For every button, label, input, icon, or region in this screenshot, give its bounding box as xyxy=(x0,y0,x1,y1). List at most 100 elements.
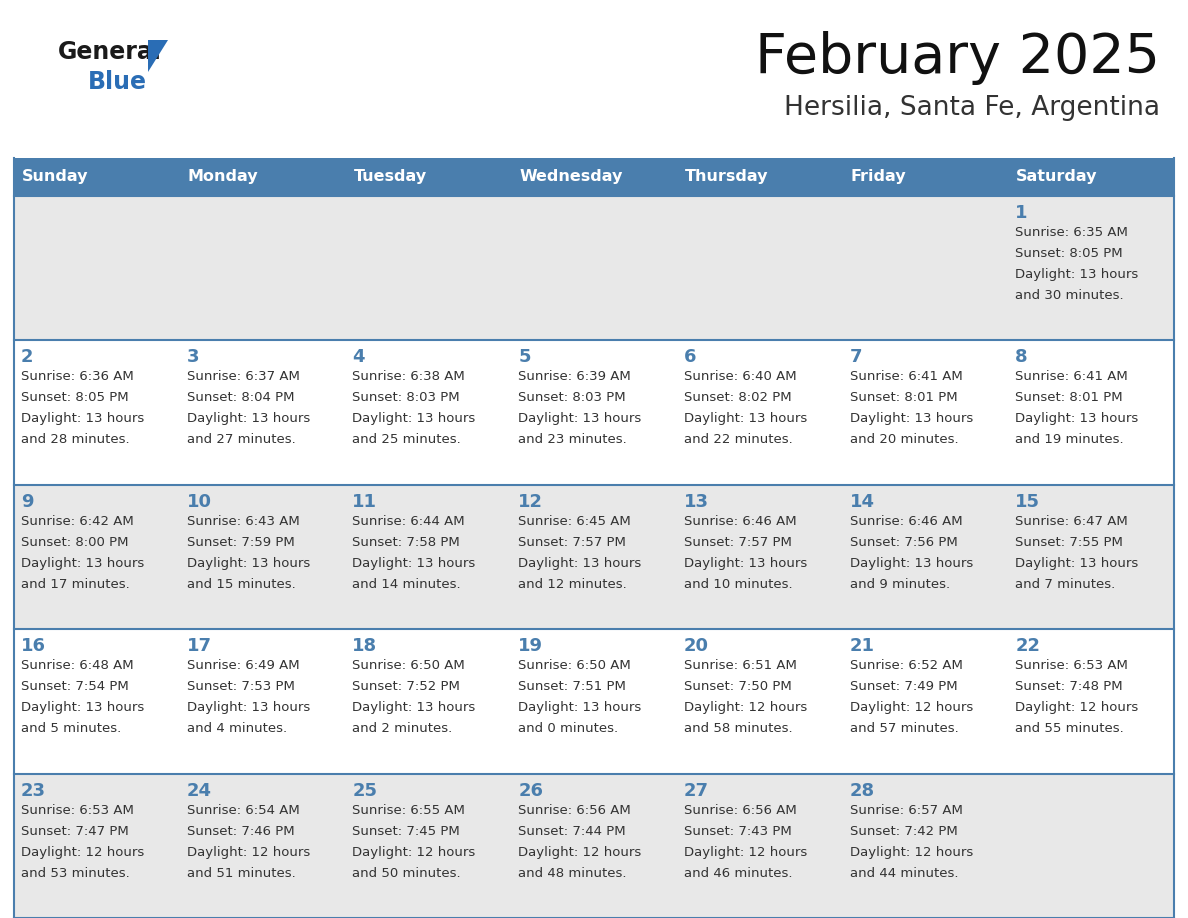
Text: Sunrise: 6:49 AM: Sunrise: 6:49 AM xyxy=(187,659,299,672)
Text: Sunset: 7:56 PM: Sunset: 7:56 PM xyxy=(849,536,958,549)
Text: Sunrise: 6:35 AM: Sunrise: 6:35 AM xyxy=(1016,226,1129,239)
Text: Thursday: Thursday xyxy=(684,170,769,185)
Text: Sunset: 7:59 PM: Sunset: 7:59 PM xyxy=(187,536,295,549)
Text: 22: 22 xyxy=(1016,637,1041,655)
Text: and 53 minutes.: and 53 minutes. xyxy=(21,867,129,879)
Text: Sunrise: 6:42 AM: Sunrise: 6:42 AM xyxy=(21,515,134,528)
Text: 27: 27 xyxy=(684,781,709,800)
Text: 16: 16 xyxy=(21,637,46,655)
Text: Sunset: 7:43 PM: Sunset: 7:43 PM xyxy=(684,824,791,837)
Text: 7: 7 xyxy=(849,349,862,366)
Text: and 15 minutes.: and 15 minutes. xyxy=(187,577,296,591)
Text: Daylight: 12 hours: Daylight: 12 hours xyxy=(187,845,310,858)
Text: Sunrise: 6:40 AM: Sunrise: 6:40 AM xyxy=(684,370,796,384)
Text: Daylight: 13 hours: Daylight: 13 hours xyxy=(1016,412,1138,425)
Text: Sunset: 7:54 PM: Sunset: 7:54 PM xyxy=(21,680,128,693)
Text: and 58 minutes.: and 58 minutes. xyxy=(684,722,792,735)
Text: Daylight: 13 hours: Daylight: 13 hours xyxy=(849,412,973,425)
Text: Daylight: 13 hours: Daylight: 13 hours xyxy=(187,557,310,570)
Text: Sunset: 7:42 PM: Sunset: 7:42 PM xyxy=(849,824,958,837)
Bar xyxy=(14,158,179,196)
Text: Blue: Blue xyxy=(88,70,147,94)
Text: and 7 minutes.: and 7 minutes. xyxy=(1016,577,1116,591)
Text: and 30 minutes.: and 30 minutes. xyxy=(1016,289,1124,302)
Text: Tuesday: Tuesday xyxy=(353,170,426,185)
Bar xyxy=(14,629,1174,774)
Text: Sunrise: 6:46 AM: Sunrise: 6:46 AM xyxy=(849,515,962,528)
Text: Sunrise: 6:56 AM: Sunrise: 6:56 AM xyxy=(684,803,797,817)
Text: Sunrise: 6:51 AM: Sunrise: 6:51 AM xyxy=(684,659,797,672)
Text: 3: 3 xyxy=(187,349,200,366)
Text: Daylight: 13 hours: Daylight: 13 hours xyxy=(187,412,310,425)
Text: 20: 20 xyxy=(684,637,709,655)
Text: Sunset: 7:58 PM: Sunset: 7:58 PM xyxy=(353,536,460,549)
Text: Daylight: 13 hours: Daylight: 13 hours xyxy=(353,557,475,570)
Text: 15: 15 xyxy=(1016,493,1041,510)
Text: Sunset: 7:49 PM: Sunset: 7:49 PM xyxy=(849,680,958,693)
Text: Sunrise: 6:44 AM: Sunrise: 6:44 AM xyxy=(353,515,465,528)
Text: and 51 minutes.: and 51 minutes. xyxy=(187,867,296,879)
Bar xyxy=(14,196,1174,341)
Text: Monday: Monday xyxy=(188,170,258,185)
Text: and 25 minutes.: and 25 minutes. xyxy=(353,433,461,446)
Text: 11: 11 xyxy=(353,493,378,510)
Bar xyxy=(677,158,842,196)
Text: 26: 26 xyxy=(518,781,543,800)
Text: Sunset: 8:03 PM: Sunset: 8:03 PM xyxy=(518,391,626,405)
Text: Sunrise: 6:37 AM: Sunrise: 6:37 AM xyxy=(187,370,299,384)
Text: Sunrise: 6:53 AM: Sunrise: 6:53 AM xyxy=(1016,659,1129,672)
Text: Daylight: 13 hours: Daylight: 13 hours xyxy=(1016,557,1138,570)
Text: Sunset: 7:50 PM: Sunset: 7:50 PM xyxy=(684,680,791,693)
Text: Daylight: 13 hours: Daylight: 13 hours xyxy=(684,412,807,425)
Text: Daylight: 12 hours: Daylight: 12 hours xyxy=(353,845,475,858)
Text: Sunrise: 6:48 AM: Sunrise: 6:48 AM xyxy=(21,659,133,672)
Text: and 14 minutes.: and 14 minutes. xyxy=(353,577,461,591)
Text: Sunrise: 6:52 AM: Sunrise: 6:52 AM xyxy=(849,659,962,672)
Text: Sunset: 7:57 PM: Sunset: 7:57 PM xyxy=(684,536,791,549)
Text: 28: 28 xyxy=(849,781,874,800)
Text: Sunset: 8:01 PM: Sunset: 8:01 PM xyxy=(849,391,958,405)
Text: and 57 minutes.: and 57 minutes. xyxy=(849,722,959,735)
Text: Sunrise: 6:54 AM: Sunrise: 6:54 AM xyxy=(187,803,299,817)
Text: Sunrise: 6:47 AM: Sunrise: 6:47 AM xyxy=(1016,515,1129,528)
Text: Daylight: 13 hours: Daylight: 13 hours xyxy=(187,701,310,714)
Text: 17: 17 xyxy=(187,637,211,655)
Text: Daylight: 12 hours: Daylight: 12 hours xyxy=(1016,701,1138,714)
Text: Sunset: 7:51 PM: Sunset: 7:51 PM xyxy=(518,680,626,693)
Text: and 12 minutes.: and 12 minutes. xyxy=(518,577,627,591)
Text: 25: 25 xyxy=(353,781,378,800)
Text: Daylight: 13 hours: Daylight: 13 hours xyxy=(518,412,642,425)
Text: 8: 8 xyxy=(1016,349,1028,366)
Text: Daylight: 12 hours: Daylight: 12 hours xyxy=(684,845,807,858)
Text: Daylight: 12 hours: Daylight: 12 hours xyxy=(849,845,973,858)
Text: Daylight: 12 hours: Daylight: 12 hours xyxy=(21,845,144,858)
Bar xyxy=(511,158,677,196)
Text: Sunday: Sunday xyxy=(23,170,88,185)
Text: Sunrise: 6:39 AM: Sunrise: 6:39 AM xyxy=(518,370,631,384)
Bar xyxy=(346,158,511,196)
Text: Sunset: 7:55 PM: Sunset: 7:55 PM xyxy=(1016,536,1123,549)
Text: and 22 minutes.: and 22 minutes. xyxy=(684,433,792,446)
Text: 6: 6 xyxy=(684,349,696,366)
Text: Sunrise: 6:57 AM: Sunrise: 6:57 AM xyxy=(849,803,962,817)
Bar xyxy=(179,158,346,196)
Text: Daylight: 12 hours: Daylight: 12 hours xyxy=(518,845,642,858)
Text: 19: 19 xyxy=(518,637,543,655)
Text: Wednesday: Wednesday xyxy=(519,170,623,185)
Text: General: General xyxy=(58,40,162,64)
Text: and 27 minutes.: and 27 minutes. xyxy=(187,433,296,446)
Text: 13: 13 xyxy=(684,493,709,510)
Text: Sunrise: 6:41 AM: Sunrise: 6:41 AM xyxy=(849,370,962,384)
Text: Sunset: 7:47 PM: Sunset: 7:47 PM xyxy=(21,824,128,837)
Text: Daylight: 13 hours: Daylight: 13 hours xyxy=(849,557,973,570)
Text: 5: 5 xyxy=(518,349,531,366)
Text: 24: 24 xyxy=(187,781,211,800)
Text: Sunset: 8:05 PM: Sunset: 8:05 PM xyxy=(1016,247,1123,260)
Text: Sunset: 8:05 PM: Sunset: 8:05 PM xyxy=(21,391,128,405)
Text: 4: 4 xyxy=(353,349,365,366)
Text: Daylight: 13 hours: Daylight: 13 hours xyxy=(518,557,642,570)
Text: Sunset: 8:04 PM: Sunset: 8:04 PM xyxy=(187,391,295,405)
Text: 9: 9 xyxy=(21,493,33,510)
Text: Sunset: 7:48 PM: Sunset: 7:48 PM xyxy=(1016,680,1123,693)
Text: and 28 minutes.: and 28 minutes. xyxy=(21,433,129,446)
